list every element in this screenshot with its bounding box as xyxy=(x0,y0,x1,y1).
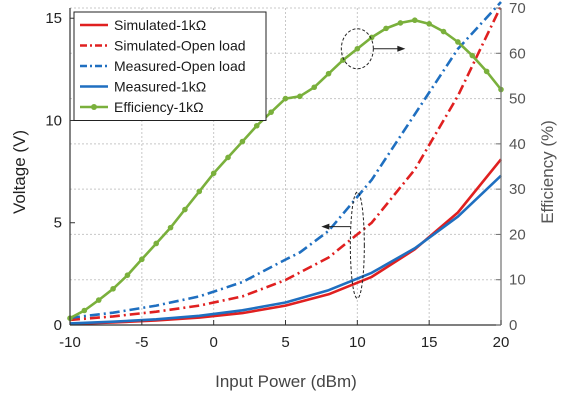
series-layer xyxy=(67,1,504,326)
legend-label: Measured-Open load xyxy=(114,58,246,74)
series-point xyxy=(383,25,389,32)
y-right-tick-label: 40 xyxy=(509,136,526,153)
series-point xyxy=(196,188,203,195)
series-point xyxy=(225,154,231,161)
y-right-tick-label: 70 xyxy=(509,0,526,17)
series-point xyxy=(182,206,188,213)
annotation-arrowhead xyxy=(321,223,330,230)
series-point xyxy=(253,122,260,129)
series-point xyxy=(282,95,289,102)
series-point xyxy=(311,84,318,91)
legend-label: Efficiency-1kΩ xyxy=(114,99,204,115)
series-point xyxy=(483,68,490,75)
annotations-layer xyxy=(321,28,406,299)
series-point xyxy=(368,34,375,41)
series-point xyxy=(354,45,361,52)
y-left-tick-labels: 0 5 10 15 xyxy=(45,10,62,334)
series-point xyxy=(412,17,418,24)
annotation-ellipse xyxy=(349,191,365,299)
legend: Simulated-1kΩ Simulated-Open load Measured… xyxy=(73,11,267,121)
y-left-tick-label: 5 xyxy=(54,215,62,232)
x-tick-label: -10 xyxy=(59,334,81,351)
annotation-arrowhead xyxy=(397,45,406,52)
y-right-tick-labels: 0 10 20 30 40 50 60 70 xyxy=(509,0,526,334)
y-left-axis-title: Voltage (V) xyxy=(10,130,29,214)
series-point xyxy=(340,57,346,63)
legend-marker xyxy=(91,104,97,110)
series-point xyxy=(110,285,116,292)
series-point xyxy=(81,307,88,314)
series-point xyxy=(325,70,332,77)
series-point xyxy=(139,256,145,263)
series-point xyxy=(124,272,131,278)
series-line xyxy=(69,1,502,320)
y-right-axis-title: Efficiency (%) xyxy=(538,120,557,224)
series-point xyxy=(167,224,174,231)
legend-label: Measured-1kΩ xyxy=(114,79,206,95)
y-left-tick-label: 15 xyxy=(45,10,62,27)
x-tick-label: 20 xyxy=(493,334,510,351)
series-point xyxy=(95,297,102,303)
y-right-tick-label: 0 xyxy=(509,317,517,334)
series-point xyxy=(239,138,246,145)
y-left-tick-label: 10 xyxy=(45,112,62,129)
y-right-tick-label: 10 xyxy=(509,272,526,289)
series-point xyxy=(455,39,461,45)
series-point xyxy=(268,109,274,115)
series-line xyxy=(69,5,503,322)
y-right-tick-label: 60 xyxy=(509,45,526,62)
x-tick-label: 0 xyxy=(209,334,217,351)
y-right-tick-label: 20 xyxy=(509,226,526,243)
x-axis-title: Input Power (dBm) xyxy=(215,372,357,391)
series-point xyxy=(397,20,404,26)
legend-label: Simulated-Open load xyxy=(114,38,246,54)
x-tick-label: 5 xyxy=(281,334,289,351)
y-left-tick-label: 0 xyxy=(54,317,62,334)
series-point xyxy=(469,52,476,59)
series-point xyxy=(210,170,217,177)
x-tick-label: -5 xyxy=(135,334,148,351)
y-right-tick-label: 30 xyxy=(509,181,526,198)
x-tick-label: 15 xyxy=(421,334,438,351)
x-tick-labels: -10 -5 0 5 10 15 20 xyxy=(59,334,509,351)
series-point xyxy=(440,28,447,35)
legend-label: Simulated-1kΩ xyxy=(114,17,206,33)
y-right-tick-label: 50 xyxy=(509,91,526,108)
series-point xyxy=(153,240,159,247)
series-point xyxy=(297,93,303,100)
x-tick-label: 10 xyxy=(349,334,366,351)
series-point xyxy=(426,21,432,27)
axes-layer xyxy=(69,7,502,326)
